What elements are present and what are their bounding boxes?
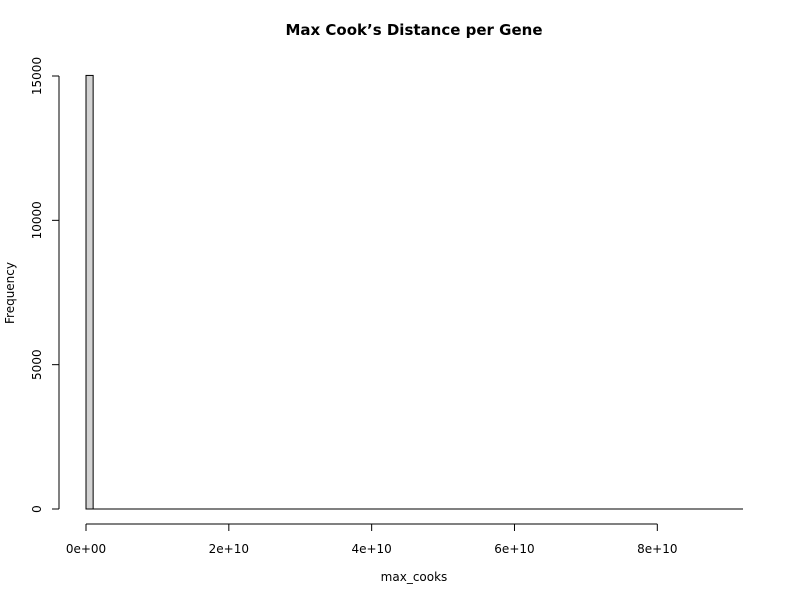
histogram-bars (85, 74, 743, 510)
x-tick-label: 0e+00 (66, 542, 106, 556)
y-tick-label: 15000 (30, 57, 44, 95)
x-tick-label: 4e+10 (351, 542, 391, 556)
x-tick-label: 8e+10 (637, 542, 677, 556)
y-axis: 0 5000 10000 15000 (30, 57, 60, 513)
y-tick-label: 0 (30, 505, 44, 513)
x-tick-label: 6e+10 (494, 542, 534, 556)
histogram-bar (85, 74, 94, 510)
x-axis-label: max_cooks (381, 570, 448, 584)
y-tick-label: 5000 (30, 349, 44, 380)
x-axis: 0e+00 2e+10 4e+10 6e+10 8e+10 (66, 523, 677, 556)
x-tick-label: 2e+10 (209, 542, 249, 556)
y-tick-label: 10000 (30, 201, 44, 239)
y-axis-label: Frequency (3, 262, 17, 324)
chart-title: Max Cook’s Distance per Gene (285, 21, 542, 39)
